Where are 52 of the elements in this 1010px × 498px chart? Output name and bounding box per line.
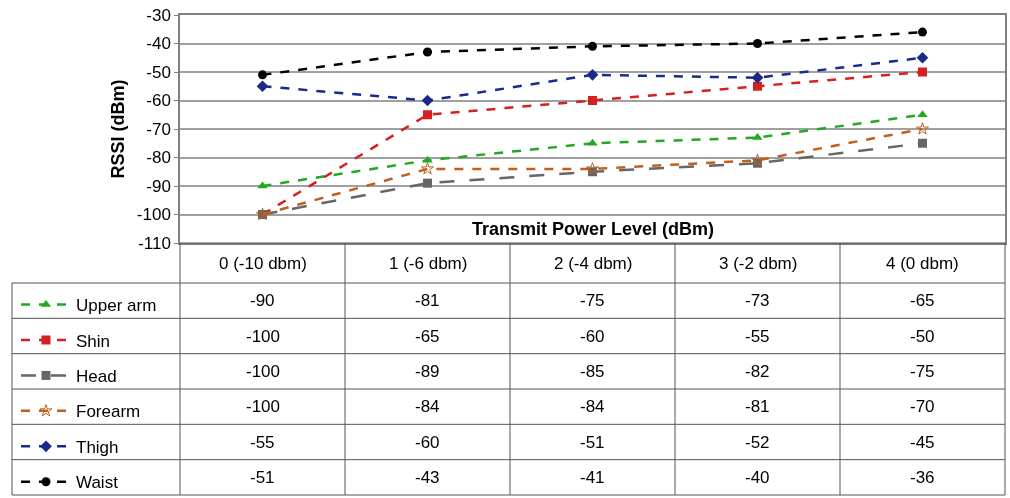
data-label: -45 [910, 433, 935, 452]
data-label: -41 [580, 468, 605, 487]
y-tick-label: -60 [146, 91, 171, 111]
data-label: -51 [580, 433, 605, 452]
y-tick-label: -110 [138, 233, 171, 253]
legend-label: Shin [76, 331, 111, 351]
data-label: -52 [745, 433, 770, 452]
data-label: -90 [250, 291, 275, 310]
data-label: -43 [415, 468, 440, 487]
x-tick-label: 0 (-10 dbm) [219, 254, 307, 273]
data-label: -89 [415, 362, 440, 381]
data-label: -55 [745, 327, 770, 346]
x-axis-title: Transmit Power Level (dBm) [472, 219, 715, 239]
legend-label: Waist [76, 473, 119, 493]
data-label: -65 [910, 291, 935, 310]
legend-label: Upper arm [76, 296, 157, 316]
x-tick-label: 4 (0 dbm) [886, 254, 959, 273]
y-tick-label: -50 [146, 62, 171, 82]
data-label: -60 [415, 433, 440, 452]
data-label: -73 [745, 291, 770, 310]
y-tick-label: -100 [136, 205, 171, 225]
data-label: -36 [910, 468, 935, 487]
data-label: -40 [745, 468, 770, 487]
data-label: -51 [250, 468, 275, 487]
x-tick-label: 2 (-4 dbm) [554, 254, 633, 273]
y-tick-label: -30 [146, 5, 171, 25]
data-label: -50 [910, 327, 935, 346]
data-label: -84 [415, 397, 440, 416]
legend-label: Thigh [76, 437, 119, 457]
y-axis-title: RSSI (dBm) [107, 79, 128, 179]
data-label: -100 [246, 397, 281, 416]
legend-label: Head [76, 367, 117, 387]
data-label: -84 [580, 397, 605, 416]
data-label: -85 [580, 362, 605, 381]
x-tick-label: 3 (-2 dbm) [719, 254, 798, 273]
data-label: -70 [910, 397, 935, 416]
data-label: -82 [745, 362, 770, 381]
data-label: -65 [415, 327, 440, 346]
legend-label: Forearm [76, 402, 141, 422]
y-tick-label: -70 [146, 119, 171, 139]
y-tick-label: -80 [146, 148, 171, 168]
data-label: -100 [246, 327, 281, 346]
data-label: -75 [580, 291, 605, 310]
data-label: -81 [415, 291, 440, 310]
x-tick-label: 1 (-6 dbm) [389, 254, 468, 273]
data-label: -60 [580, 327, 605, 346]
data-label: -100 [246, 362, 281, 381]
y-tick-label: -90 [146, 176, 171, 196]
y-tick-label: -40 [146, 34, 171, 54]
data-label: -81 [745, 397, 770, 416]
data-label: -75 [910, 362, 935, 381]
data-label: -55 [250, 433, 275, 452]
